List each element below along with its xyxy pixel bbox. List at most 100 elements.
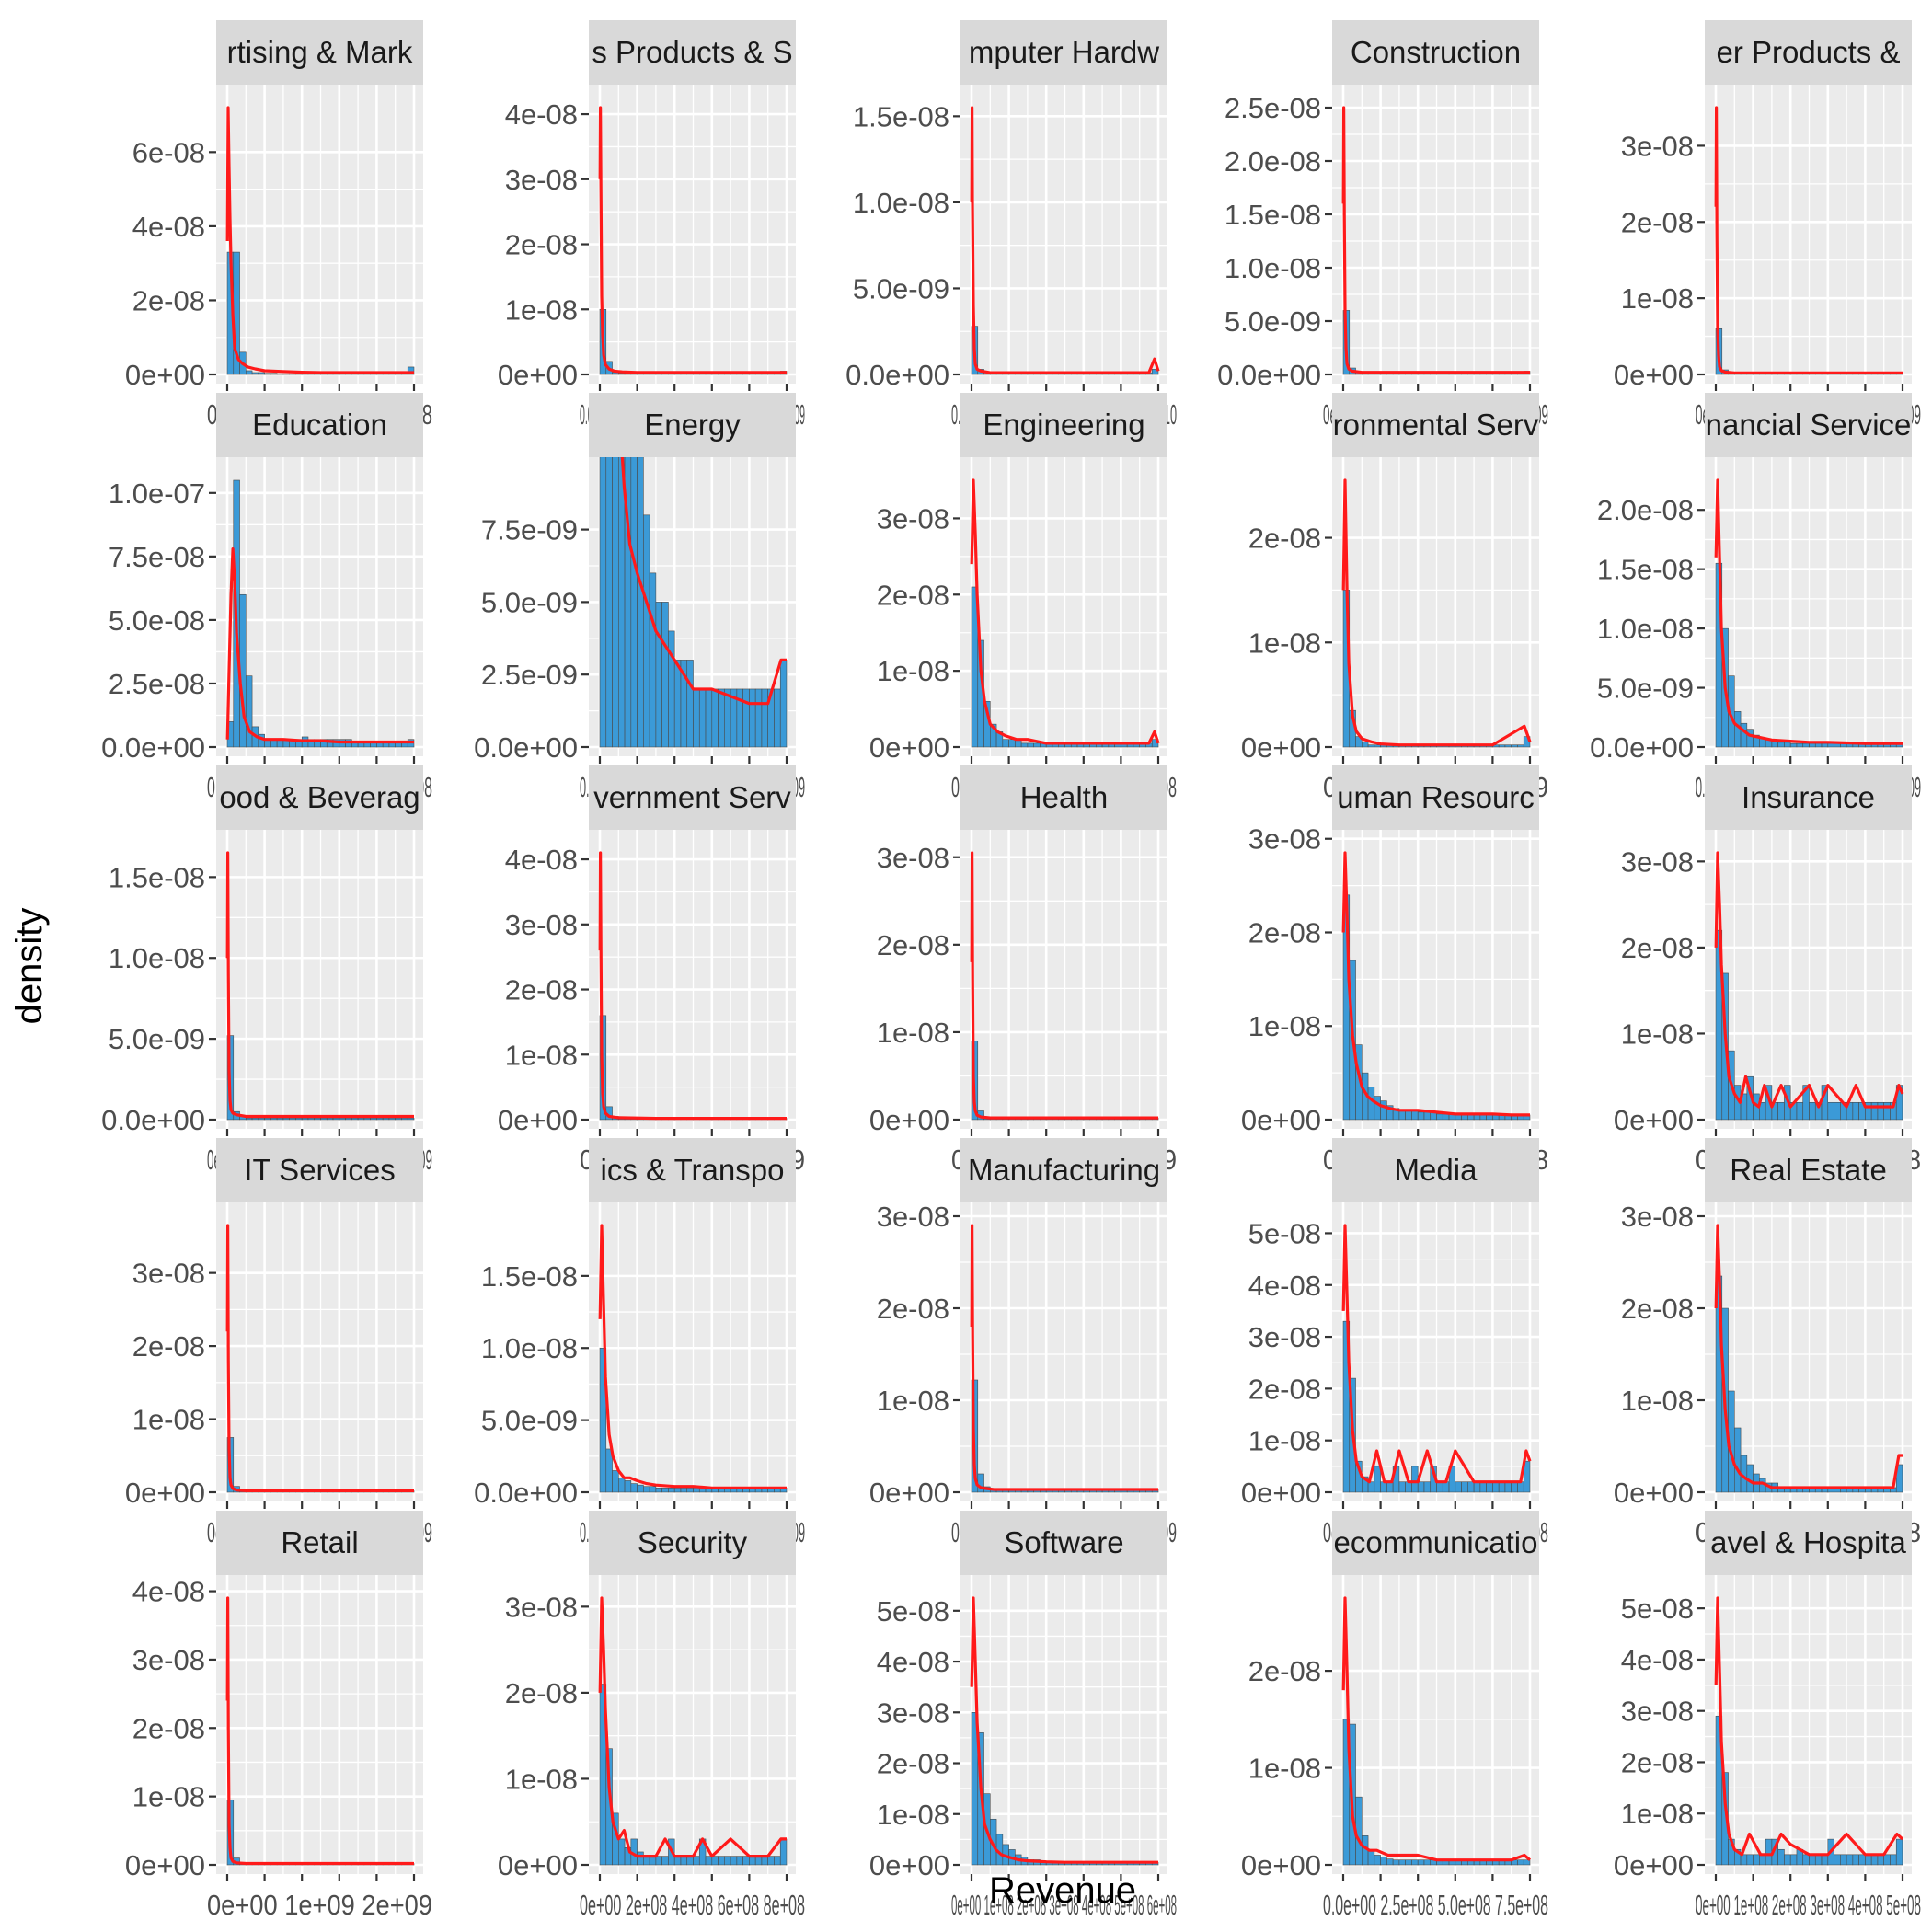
density-line (620, 457, 787, 706)
histogram-bar (1834, 1854, 1841, 1866)
histogram-bar (1020, 742, 1029, 748)
y-tick-label: 0e+00 (1614, 1849, 1694, 1881)
histogram-bar (1492, 1481, 1500, 1493)
histogram-bar (1504, 1481, 1512, 1493)
facet-panel: rtising & Mark0e+002e-084e-086e-080e+00 … (125, 20, 432, 431)
histogram-bar (1740, 722, 1748, 748)
facet-strip-label: Retail (281, 1525, 358, 1559)
y-tick-label: 4e-08 (1621, 1644, 1694, 1676)
facet-strip (216, 765, 423, 830)
y-tick-label: 1e-08 (877, 1385, 949, 1417)
histogram-bar (1467, 1481, 1475, 1493)
histogram-bar (1461, 1481, 1468, 1493)
histogram-bar (1423, 1481, 1432, 1493)
facet-strip (960, 1511, 1167, 1575)
y-tick-label: 0e+00 (869, 1104, 949, 1136)
histogram-bar (742, 688, 750, 748)
facet-strip (1332, 1138, 1539, 1202)
y-tick-label: 0.0e+00 (101, 731, 205, 764)
y-tick-label: 1e-08 (1248, 627, 1321, 659)
histogram-bar (617, 1838, 626, 1866)
y-tick-label: 0e+00 (1241, 1849, 1321, 1881)
facet-strip-label: ood & Beverag (219, 780, 420, 814)
histogram-bar (1852, 1101, 1859, 1121)
panel-background (960, 457, 1167, 756)
panel-background (216, 1202, 423, 1501)
histogram-bar (1827, 742, 1834, 748)
density-line (970, 1224, 1158, 1491)
density-line (1714, 478, 1903, 745)
histogram-bar (245, 1117, 253, 1121)
y-tick-label: 3e-08 (877, 1696, 949, 1729)
panel-background (216, 1575, 423, 1874)
facet-panel: Manufacturing0e+001e-082e-083e-080.0e+00… (869, 1138, 1177, 1548)
y-tick-label: 2.5e-08 (109, 668, 205, 700)
histogram-bar (774, 1856, 781, 1866)
y-tick-label: 1.0e-08 (1225, 252, 1321, 284)
histogram-bar (1877, 1854, 1885, 1866)
histogram-bar (1865, 1101, 1872, 1121)
facet-panel: s Products & S0e+001e-082e-083e-084e-080… (498, 20, 805, 431)
y-tick-label: 1.5e-08 (1597, 554, 1694, 586)
facet-strip-label: Construction (1351, 35, 1521, 69)
y-tick-label: 2e-08 (1248, 1655, 1321, 1687)
histogram-bar (1796, 742, 1804, 748)
x-tick-labels: 0e+00 2e+08 4e+08 6e+08 8e+08 (580, 1889, 805, 1921)
histogram-bar (1523, 1460, 1531, 1493)
histogram-bar (1796, 1101, 1804, 1121)
y-tick-label: 0e+00 (498, 359, 578, 391)
histogram-bar (1411, 1859, 1419, 1866)
y-tick-label: 2e-08 (1621, 932, 1694, 964)
histogram-bar (1455, 1481, 1462, 1493)
histogram-bar (1789, 742, 1798, 748)
histogram-bar (1870, 1101, 1879, 1121)
histogram-bar (1809, 1101, 1816, 1121)
histogram-bar (1858, 1854, 1866, 1866)
density-line (225, 1224, 414, 1493)
histogram-bar (761, 688, 769, 748)
histogram-bar (1367, 1849, 1375, 1866)
histogram-bar (617, 1478, 626, 1493)
histogram-bar (1746, 1854, 1754, 1866)
histogram-bar (686, 660, 694, 748)
y-tick-label: 0e+00 (1614, 359, 1694, 391)
histogram-bar (1423, 1111, 1432, 1121)
y-tick-label: 2e-08 (505, 229, 578, 261)
facet-panel: avel & Hospita 0e+00 1e-08 2e-08 3e-08 4e-08 5… (1614, 1511, 1921, 1921)
y-tick-label: 1e-08 (1621, 1018, 1694, 1050)
y-tick-label: 2e-08 (1248, 1373, 1321, 1405)
y-tick-label: 5e-08 (1621, 1593, 1694, 1625)
y-tick-label: 1.5e-08 (853, 100, 949, 132)
histogram-bar (1865, 1854, 1872, 1866)
histogram-bar (718, 1856, 725, 1866)
y-tick-label: 1e-08 (1621, 1798, 1694, 1830)
histogram-bar (1852, 1854, 1859, 1866)
histogram-bar (270, 1117, 278, 1121)
histogram-bar (314, 1117, 321, 1121)
y-tick-label: 1.5e-08 (481, 1260, 578, 1293)
facet-strip (1705, 1138, 1912, 1202)
y-tick-label: 1e-08 (1621, 282, 1694, 315)
y-tick-label: 5.0e-09 (1597, 673, 1694, 705)
facet-strip-label: rtising & Mark (227, 35, 413, 69)
y-tick-label: 2e-08 (505, 1677, 578, 1709)
y-tick-label: 0e+00 (869, 1849, 949, 1881)
histogram-bar (612, 1470, 619, 1493)
y-tick-label: 3e-08 (132, 1644, 205, 1676)
x-axis-title: Revenue (989, 1870, 1136, 1911)
histogram-bar (1411, 1466, 1419, 1493)
histogram-bar (774, 688, 781, 748)
histogram-bar (1771, 741, 1778, 748)
histogram-bar (718, 688, 725, 748)
y-tick-label: 0.0e+00 (1217, 359, 1321, 391)
y-tick-label: 0.0e+00 (845, 359, 949, 391)
facet-strip-label: s Products & S (592, 35, 792, 69)
histogram-bar (357, 1117, 365, 1121)
y-tick-label: 0e+00 (869, 731, 949, 764)
histogram-bar (661, 602, 669, 748)
facet-panel: ecommunicatio 0e+00 1e-08 2e-08 0.0e+00 2.5e… (1241, 1511, 1548, 1921)
facet-strip-label: er Products & (1717, 35, 1901, 69)
density-line (598, 1224, 787, 1489)
